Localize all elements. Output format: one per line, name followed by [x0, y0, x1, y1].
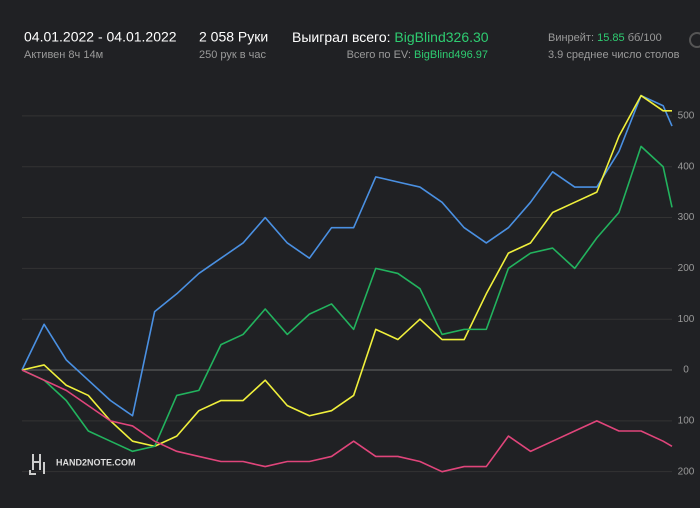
date-range: 04.01.2022 - 04.01.2022	[24, 29, 177, 45]
active-time: Активен 8ч 14м	[24, 49, 103, 61]
ev-label: Всего по EV:	[347, 49, 411, 61]
y-tick-label: 100	[678, 314, 695, 325]
winrate-label: Винрейт:	[548, 32, 594, 44]
series-line	[21, 94, 672, 448]
y-tick-label: 0	[683, 365, 689, 376]
won-value: BigBlind326.30	[394, 29, 488, 45]
winrate-unit: бб/100	[628, 32, 662, 44]
series-line	[21, 145, 673, 453]
y-tick-label: 300	[678, 212, 695, 223]
y-tick-label: 200	[678, 263, 695, 274]
series-line	[21, 94, 673, 417]
winrate-value: 15.85	[597, 32, 625, 44]
series-line	[21, 369, 673, 473]
logo-icon	[29, 454, 45, 475]
y-tick-label: 500	[678, 111, 695, 122]
ev-value: BigBlind496.97	[414, 49, 488, 61]
y-tick-label: 200	[678, 466, 695, 477]
won-label: Выиграл всего: BigBlind326.30	[292, 29, 489, 45]
y-tick-label: 400	[678, 161, 695, 172]
won-label: Выиграл всего:	[292, 29, 391, 45]
logo-text: HAND2NOTE.COM	[56, 457, 136, 467]
tables: 3.9 среднее число столов	[548, 49, 680, 61]
ev-label: Всего по EV: BigBlind496.97	[347, 49, 488, 61]
logo: HAND2NOTE.COM	[29, 454, 136, 475]
hands: 2 058 Руки	[199, 29, 268, 45]
winrate: Винрейт: 15.85 бб/100	[548, 32, 662, 44]
settings-icon[interactable]	[689, 32, 700, 48]
y-tick-label: 100	[678, 415, 695, 426]
hands-rate: 250 рук в час	[199, 49, 267, 61]
